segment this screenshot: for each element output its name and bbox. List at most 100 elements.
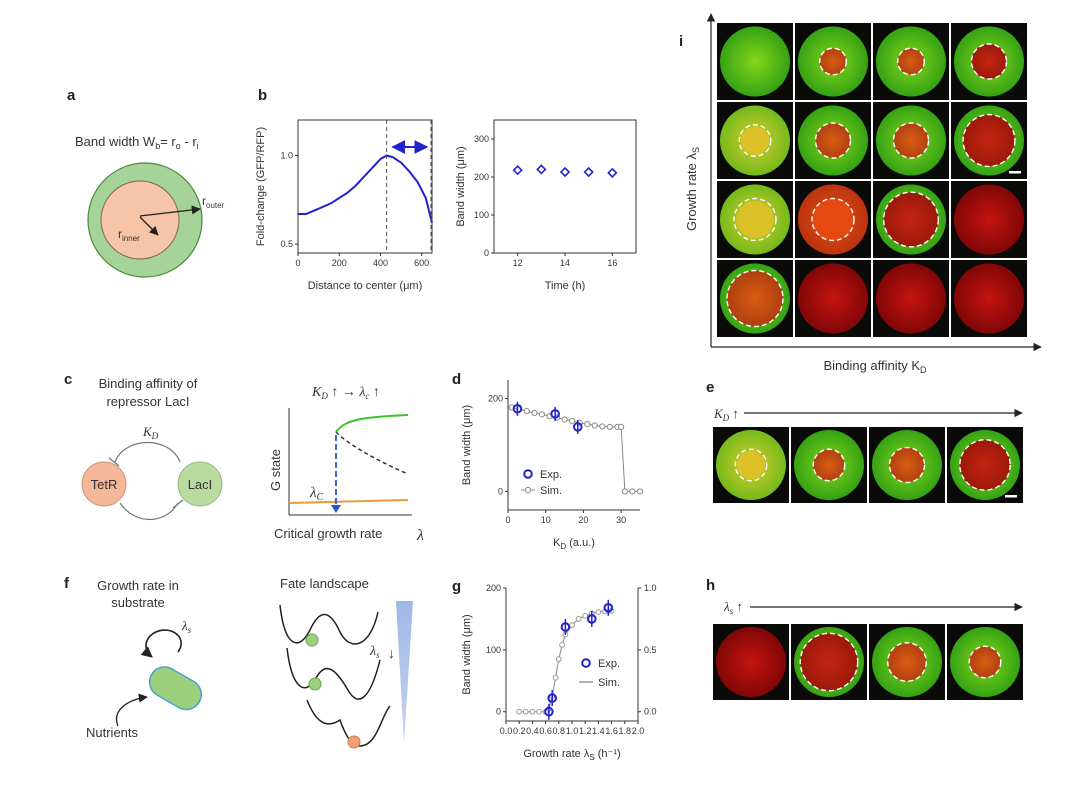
i-tile bbox=[795, 102, 871, 179]
i-tile bbox=[717, 260, 793, 337]
core-boundary-dashed bbox=[733, 197, 777, 242]
core-boundary-dashed bbox=[887, 642, 927, 682]
y-axis-label: Band width (μm) bbox=[461, 614, 473, 694]
h-tile bbox=[869, 624, 945, 700]
x-tick-label: 0 bbox=[505, 515, 510, 525]
sim-point bbox=[523, 408, 530, 415]
e-tile bbox=[869, 427, 945, 503]
x-tick-label: 10 bbox=[541, 515, 551, 525]
panel-label-h: h bbox=[706, 577, 715, 594]
x-tick-label: 0.4 bbox=[526, 726, 539, 736]
sim-point bbox=[561, 416, 568, 423]
y-tick-label: 300 bbox=[474, 134, 489, 144]
colony bbox=[716, 627, 786, 697]
exp-point bbox=[603, 602, 614, 613]
panel-label-c: c bbox=[64, 371, 72, 388]
chart-g: 0.0 0.2 0.4 0.6 0.8 1.0 1.2 1.4 1.6 1.8 2.00100200… bbox=[461, 583, 657, 762]
binding-affinity-title-1: Binding affinity of bbox=[99, 376, 198, 391]
exp-point bbox=[572, 422, 583, 432]
sim-point bbox=[584, 421, 591, 428]
y-tick-label: 200 bbox=[488, 394, 503, 404]
x-tick-label: 20 bbox=[578, 515, 588, 525]
growth-rate-title-2: substrate bbox=[111, 595, 164, 610]
upper-branch-green bbox=[335, 414, 409, 433]
x-axis-label: Growth rate λS (h⁻¹) bbox=[523, 748, 620, 762]
i-tile bbox=[951, 260, 1027, 337]
bifurcation-diagram: KD ↑ → λc ↑ G state λC Critical growth r… bbox=[268, 385, 424, 544]
y-tick-label: 1.0 bbox=[280, 150, 293, 160]
x-tick-label: 0.8 bbox=[553, 726, 566, 736]
growth-cycle-arrow bbox=[140, 629, 182, 658]
x-tick-label: 2.0 bbox=[632, 726, 645, 736]
tetr-label: TetR bbox=[91, 477, 118, 492]
colony-core bbox=[883, 192, 939, 247]
legend-exp-marker bbox=[523, 469, 533, 479]
laci-node bbox=[177, 461, 223, 507]
repression-bar-bottom bbox=[172, 499, 184, 509]
x-axis-label: Distance to center (μm) bbox=[308, 280, 423, 292]
e-kd-arrow-label: KD ↑ bbox=[713, 406, 739, 423]
r-outer-arrow bbox=[139, 205, 201, 217]
exp-point bbox=[550, 409, 560, 419]
nutrients-arrow bbox=[115, 693, 148, 727]
y-tick-label: 100 bbox=[486, 645, 501, 655]
x-tick-label: 200 bbox=[332, 258, 347, 268]
colony-core bbox=[736, 450, 766, 480]
sim-point bbox=[575, 616, 582, 622]
landscape-lambda-label: λs bbox=[369, 644, 380, 660]
sim-point bbox=[552, 674, 559, 681]
y-axis-label: Band width (μm) bbox=[461, 405, 473, 485]
colony bbox=[720, 26, 790, 97]
sim-point bbox=[591, 422, 598, 429]
x-tick-label: 14 bbox=[560, 258, 570, 268]
exp-point bbox=[587, 614, 597, 624]
colony bbox=[798, 263, 868, 334]
h-tile bbox=[791, 624, 867, 700]
inner-core bbox=[100, 180, 180, 260]
panel-a: Band width Wb= ro - ri router rinner bbox=[75, 134, 225, 278]
g-state-label: G state bbox=[268, 449, 283, 491]
sim-point bbox=[569, 622, 575, 629]
x-tick-label: 0.0 bbox=[500, 726, 513, 736]
lambda-c-label: λC bbox=[309, 485, 324, 503]
x-tick-label: 0.2 bbox=[513, 726, 526, 736]
i-tile bbox=[873, 260, 949, 337]
panel-label-d: d bbox=[452, 371, 461, 388]
laci-label: LacI bbox=[188, 477, 213, 492]
colony-core bbox=[889, 447, 925, 483]
i-ylabel: Growth rate λS bbox=[684, 147, 701, 231]
landscape-curve-1 bbox=[279, 604, 379, 645]
lambda-s-label: λs bbox=[181, 618, 192, 635]
kd-label: KD bbox=[142, 424, 159, 441]
e-tile bbox=[791, 427, 867, 503]
x-tick-label: 400 bbox=[373, 258, 388, 268]
sim-point bbox=[569, 417, 576, 424]
chart-b-left: 0 200 400 600 0.5 1.0 Distance to center (μm) F… bbox=[255, 119, 433, 292]
i-tile bbox=[717, 181, 793, 258]
bacterium-cell bbox=[148, 666, 203, 711]
x-tick-label: 1.2 bbox=[579, 726, 592, 736]
x-tick-label: 1.4 bbox=[592, 726, 605, 736]
x-tick-label: 0.6 bbox=[539, 726, 552, 736]
h-lambda-arrow-label: λs ↑ bbox=[723, 599, 743, 616]
core-boundary-dashed bbox=[897, 47, 926, 76]
x-tick-label: 1.8 bbox=[619, 726, 632, 736]
legend-exp-label: Exp. bbox=[598, 658, 620, 670]
colony-core bbox=[812, 198, 854, 241]
sim-point bbox=[559, 642, 565, 648]
y-tick-label: 0 bbox=[484, 248, 489, 258]
core-boundary-dashed bbox=[959, 439, 1011, 491]
sim-point bbox=[516, 708, 523, 715]
colony-core bbox=[971, 44, 1007, 79]
core-boundary-dashed bbox=[726, 269, 784, 328]
colony-core bbox=[887, 642, 927, 682]
legend-sim-label: Sim. bbox=[540, 485, 562, 497]
sim-point bbox=[595, 609, 602, 616]
sim-point bbox=[629, 488, 636, 495]
colony-core bbox=[969, 646, 1001, 678]
e-tile bbox=[947, 427, 1023, 503]
core-boundary-dashed bbox=[799, 632, 859, 692]
sim-point bbox=[531, 409, 538, 417]
colony-core bbox=[959, 439, 1011, 491]
